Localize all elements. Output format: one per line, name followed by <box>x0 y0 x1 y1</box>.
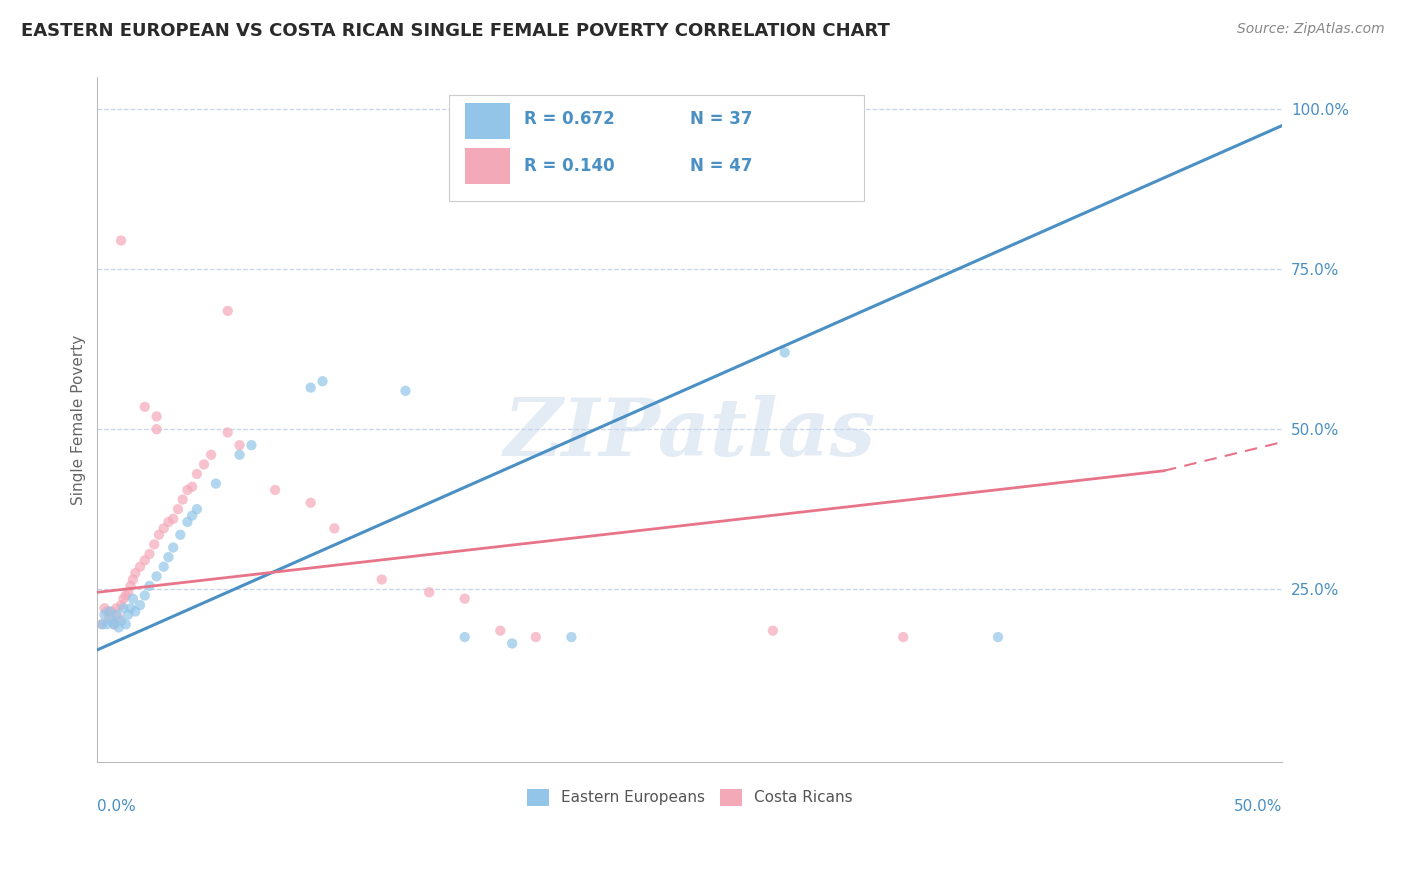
Point <box>100 605 122 619</box>
Point <box>129 559 152 574</box>
Point <box>299 496 322 510</box>
Point <box>134 553 156 567</box>
Point <box>110 614 132 628</box>
Point <box>157 515 180 529</box>
Point <box>454 630 477 644</box>
Point <box>240 438 263 452</box>
Point <box>323 521 346 535</box>
Point <box>162 541 184 555</box>
Point <box>100 614 122 628</box>
Point <box>193 458 215 472</box>
Point <box>145 569 167 583</box>
Point <box>117 607 139 622</box>
Point <box>762 624 785 638</box>
Point <box>103 617 125 632</box>
Point <box>773 345 796 359</box>
Point <box>124 605 146 619</box>
Point <box>110 598 132 612</box>
Point <box>560 630 582 644</box>
Text: EASTERN EUROPEAN VS COSTA RICAN SINGLE FEMALE POVERTY CORRELATION CHART: EASTERN EUROPEAN VS COSTA RICAN SINGLE F… <box>21 22 890 40</box>
Point <box>162 512 184 526</box>
Legend: Eastern Europeans, Costa Ricans: Eastern Europeans, Costa Ricans <box>522 782 859 813</box>
Point <box>176 515 198 529</box>
Point <box>891 630 914 644</box>
Point <box>134 400 156 414</box>
FancyBboxPatch shape <box>450 95 865 201</box>
Text: 50.0%: 50.0% <box>1234 799 1282 814</box>
Point <box>524 630 547 644</box>
Point <box>181 480 204 494</box>
Point <box>145 422 167 436</box>
Point <box>228 448 250 462</box>
FancyBboxPatch shape <box>465 148 510 184</box>
Point <box>138 547 160 561</box>
Point <box>91 617 114 632</box>
Text: N = 47: N = 47 <box>690 157 752 176</box>
Point <box>93 601 115 615</box>
Point <box>143 537 166 551</box>
Text: 0.0%: 0.0% <box>97 799 136 814</box>
Point <box>186 502 208 516</box>
Point <box>172 492 194 507</box>
Point <box>105 601 128 615</box>
Point <box>134 589 156 603</box>
Point <box>98 611 121 625</box>
Point <box>167 502 190 516</box>
Point <box>186 467 208 481</box>
Point <box>107 620 129 634</box>
Point <box>129 598 152 612</box>
Point <box>98 605 121 619</box>
Point <box>148 527 170 541</box>
Point <box>114 617 136 632</box>
Text: N = 37: N = 37 <box>690 110 752 128</box>
Point <box>93 607 115 622</box>
Point <box>394 384 416 398</box>
Point <box>117 585 139 599</box>
Point <box>299 381 322 395</box>
Point <box>501 636 523 650</box>
Point <box>418 585 440 599</box>
Point <box>103 617 125 632</box>
Point <box>181 508 204 523</box>
Point <box>120 579 142 593</box>
Text: R = 0.140: R = 0.140 <box>524 157 614 176</box>
Point <box>152 559 174 574</box>
Point <box>112 601 135 615</box>
Point <box>264 483 287 497</box>
Point <box>228 438 250 452</box>
Text: ZIPatlas: ZIPatlas <box>503 394 876 472</box>
Point <box>311 374 333 388</box>
Point <box>114 589 136 603</box>
Point <box>205 476 228 491</box>
Point <box>169 527 191 541</box>
Point <box>200 448 222 462</box>
Point <box>96 605 118 619</box>
Point <box>110 234 132 248</box>
Text: R = 0.672: R = 0.672 <box>524 110 614 128</box>
Point <box>96 617 118 632</box>
Point <box>176 483 198 497</box>
Y-axis label: Single Female Poverty: Single Female Poverty <box>72 334 86 505</box>
Point <box>112 591 135 606</box>
Point <box>122 573 145 587</box>
Text: Source: ZipAtlas.com: Source: ZipAtlas.com <box>1237 22 1385 37</box>
Point <box>124 566 146 580</box>
Point <box>138 579 160 593</box>
Point <box>120 601 142 615</box>
Point <box>122 591 145 606</box>
FancyBboxPatch shape <box>465 103 510 139</box>
Point <box>217 425 239 440</box>
Point <box>157 550 180 565</box>
Point <box>371 573 394 587</box>
Point <box>489 624 512 638</box>
Point <box>454 591 477 606</box>
Point <box>152 521 174 535</box>
Point <box>91 617 114 632</box>
Point <box>105 607 128 622</box>
Point <box>987 630 1010 644</box>
Point <box>217 304 239 318</box>
Point <box>107 611 129 625</box>
Point <box>145 409 167 424</box>
